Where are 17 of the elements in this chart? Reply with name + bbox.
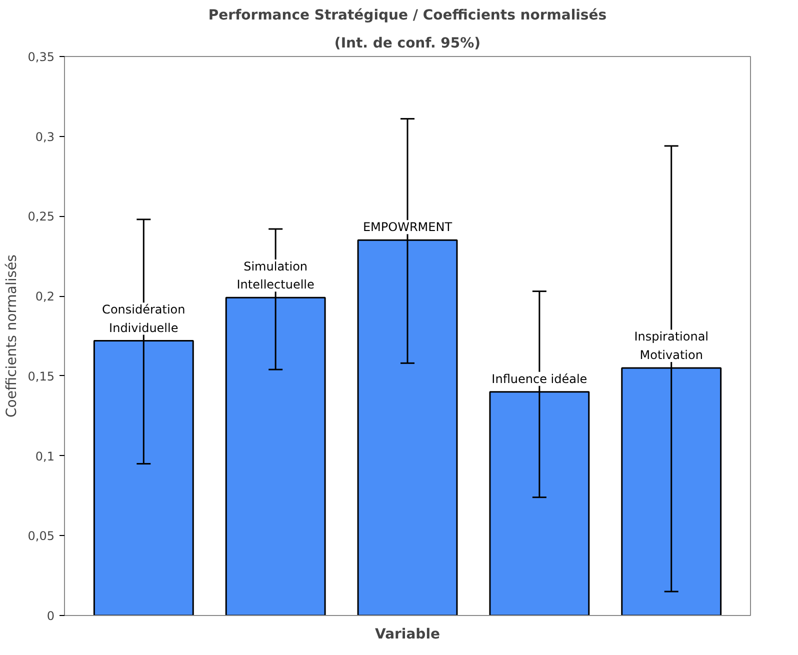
y-tick-label: 0 <box>46 609 55 623</box>
x-tick-label: Considération Individuelle <box>102 302 186 335</box>
y-tick-label: 0,3 <box>35 130 55 144</box>
y-axis-title: Coefficients normalisés <box>4 254 20 418</box>
chart-title: Performance Stratégique / Coefficients normalisés <box>208 8 607 24</box>
y-tick-label: 0,15 <box>28 369 54 384</box>
y-tick-label: 0,2 <box>35 290 55 304</box>
y-tick-label: 0,35 <box>28 50 54 64</box>
chart-subtitle: (Int. de conf. 95%) <box>334 36 481 52</box>
x-axis-title: Variable <box>375 626 440 642</box>
y-tick-label: 0,25 <box>28 210 54 224</box>
y-tick-label: 0,1 <box>35 449 55 464</box>
x-tick-label: Simulation Intellectuelle <box>236 259 314 292</box>
x-tick-label: Inspirational Motivation <box>634 330 709 362</box>
x-tick-label: Influence idéale <box>492 372 588 386</box>
y-tick-label: 0,05 <box>28 529 54 544</box>
x-tick-label: EMPOWRMENT <box>362 220 453 234</box>
